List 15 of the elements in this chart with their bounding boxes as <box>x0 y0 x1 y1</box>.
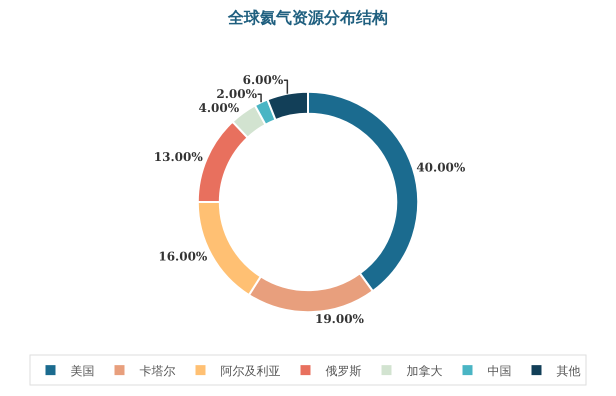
legend-label: 美国 <box>70 364 94 378</box>
legend-label: 俄罗斯 <box>326 364 362 378</box>
legend-label: 阿尔及利亚 <box>220 364 280 378</box>
data-label: 19.00% <box>314 312 365 326</box>
data-label: 4.00% <box>198 101 240 116</box>
legend-label: 中国 <box>488 364 512 378</box>
data-label: 16.00% <box>158 250 208 264</box>
legend-label: 卡塔尔 <box>140 364 176 378</box>
legend-label: 加拿大 <box>406 364 442 378</box>
data-label: 40.00% <box>416 160 466 174</box>
data-label: 13.00% <box>154 150 204 164</box>
data-label: 6.00% <box>242 73 284 88</box>
legend-label: 其他 <box>556 364 580 378</box>
data-label: 2.00% <box>216 87 258 102</box>
chart-title: 全球氦气资源分布结构 <box>227 8 388 28</box>
